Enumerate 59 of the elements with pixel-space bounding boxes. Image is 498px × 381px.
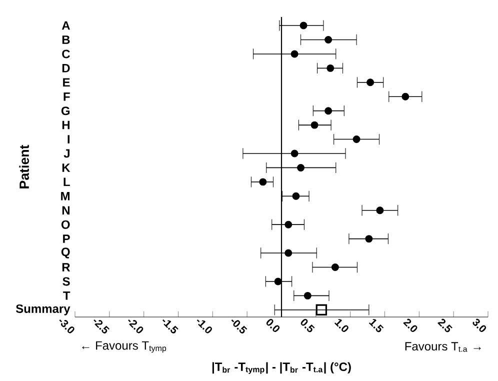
y-tick-label: S xyxy=(62,277,70,286)
y-tick-label: N xyxy=(62,206,70,214)
point xyxy=(316,304,328,316)
y-tick-label: K xyxy=(62,164,70,172)
x-tick-label: 2.5 xyxy=(438,318,452,332)
point xyxy=(365,235,373,243)
y-tick-label: I xyxy=(68,135,70,144)
x-tick-label: -1.5 xyxy=(162,319,178,334)
y-tick-label: A xyxy=(62,21,70,30)
point xyxy=(274,278,282,286)
y-tick-label: G xyxy=(61,106,70,116)
point xyxy=(290,150,298,158)
point xyxy=(324,36,332,44)
point xyxy=(290,50,298,58)
y-tick-label: E xyxy=(63,78,70,87)
x-tick-label: 1.0 xyxy=(334,319,348,332)
point xyxy=(352,136,360,144)
x-tick-label: 0.0 xyxy=(266,318,280,332)
point xyxy=(284,220,292,228)
y-tick-label: R xyxy=(62,263,70,272)
y-tick-label: D xyxy=(62,64,70,72)
point xyxy=(376,206,384,214)
text: |T$_{br}$ -T$_{tymp}$| - |T$_{br}$ -T$_{t.a}$| (°C) xyxy=(212,362,351,374)
point xyxy=(297,164,305,172)
y-tick-label: J xyxy=(64,149,70,158)
point xyxy=(324,107,332,115)
point xyxy=(326,64,334,72)
y-tick-label: L xyxy=(64,178,70,186)
text: Favours T$_{t.a}$ → xyxy=(405,342,481,352)
point xyxy=(366,78,374,86)
x-tick-label: 0.5 xyxy=(300,318,315,332)
y-tick-label: P xyxy=(63,234,70,243)
x-tick-label: -0.5 xyxy=(231,319,248,334)
point xyxy=(284,249,292,257)
y-tick-label: Q xyxy=(61,248,70,258)
x-tick-label: -2.5 xyxy=(94,319,110,334)
x-tick-label: 3.0 xyxy=(472,318,486,332)
point xyxy=(292,192,300,200)
point xyxy=(402,92,410,100)
point xyxy=(300,22,308,30)
y-tick-label: T xyxy=(63,292,70,300)
point xyxy=(310,121,318,129)
y-tick-label: O xyxy=(61,220,70,229)
x-tick-label: -2.0 xyxy=(128,319,144,334)
y-axis-title: Patient xyxy=(19,144,29,188)
y-tick-label: F xyxy=(64,92,70,101)
y-tick-label: C xyxy=(62,50,70,58)
x-tick-label: 1.5 xyxy=(368,318,384,332)
y-tick-label: M xyxy=(61,192,70,200)
x-tick-label: -1.0 xyxy=(196,319,212,334)
x-tick-label: 2.0 xyxy=(403,318,418,332)
text: ← Favours T$_{tymp}$ xyxy=(82,341,166,353)
point xyxy=(331,264,339,271)
point xyxy=(304,292,312,300)
y-tick-label: H xyxy=(62,120,70,130)
y-tick-label: B xyxy=(62,36,70,44)
x-tick-label: -3.0 xyxy=(59,319,74,334)
point xyxy=(259,178,267,186)
y-tick-label: Summary xyxy=(16,304,70,316)
